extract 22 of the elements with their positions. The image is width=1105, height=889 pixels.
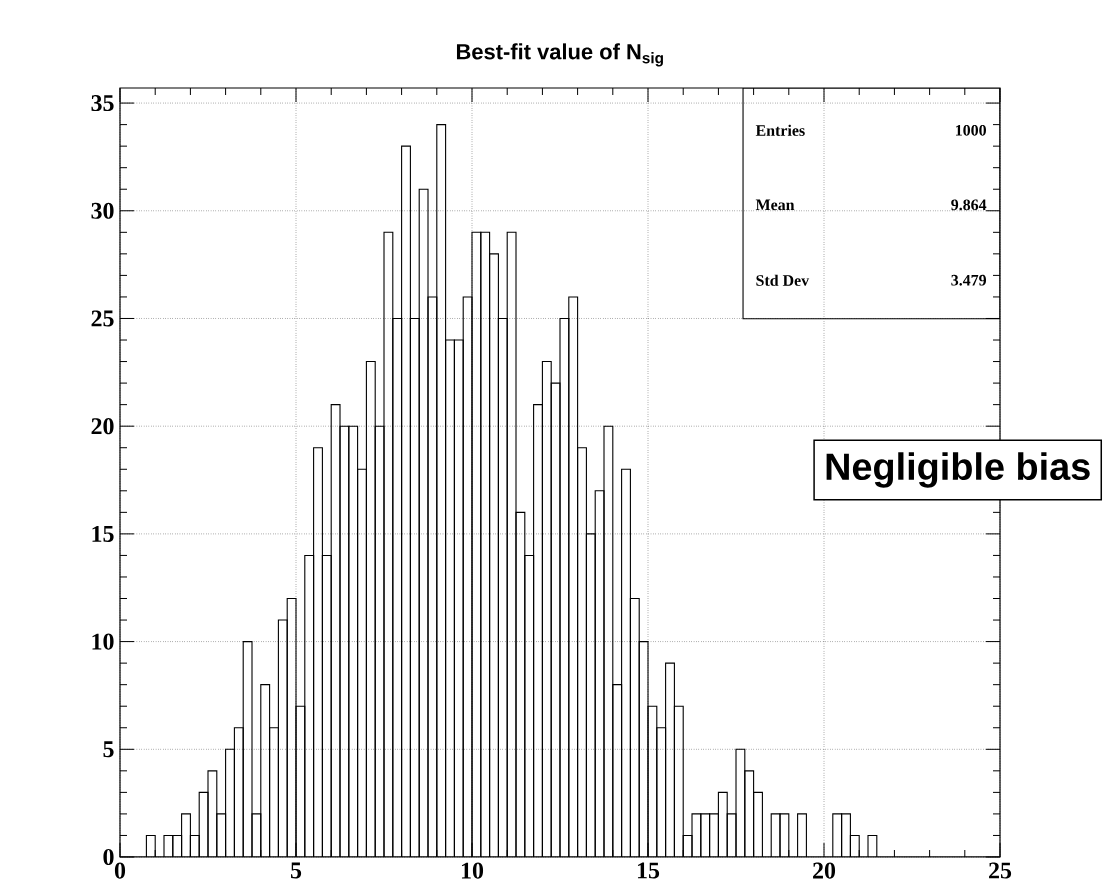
y-tick-label: 30 <box>91 202 114 219</box>
x-tick-label: 5 <box>290 862 302 879</box>
y-tick-label: 35 <box>91 95 114 112</box>
annotation: 3.479 <box>951 274 987 286</box>
x-tick-label: 20 <box>813 862 836 879</box>
chart-title: Best-fit value of N$_{sig}$ <box>456 43 663 67</box>
annotation: 1000 <box>956 124 986 136</box>
y-tick-label: 5 <box>103 741 114 758</box>
annotation: Negligible bias <box>826 452 1090 488</box>
x-tick-label: 0 <box>114 862 126 879</box>
x-tick-label: 25 <box>989 862 1012 879</box>
y-tick-label: 10 <box>92 633 114 650</box>
annotation: 9.864 <box>951 199 987 211</box>
y-tick-label: 20 <box>91 418 114 435</box>
annotation: Std Dev <box>756 274 810 286</box>
y-tick-label: 25 <box>91 310 114 327</box>
y-tick-label: 15 <box>92 525 114 542</box>
y-tick-label: 0 <box>103 848 114 866</box>
x-tick-label: 15 <box>637 862 660 879</box>
annotation: Entries <box>755 124 805 136</box>
x-tick-label: 10 <box>461 862 484 879</box>
annotation: Mean <box>755 199 795 211</box>
